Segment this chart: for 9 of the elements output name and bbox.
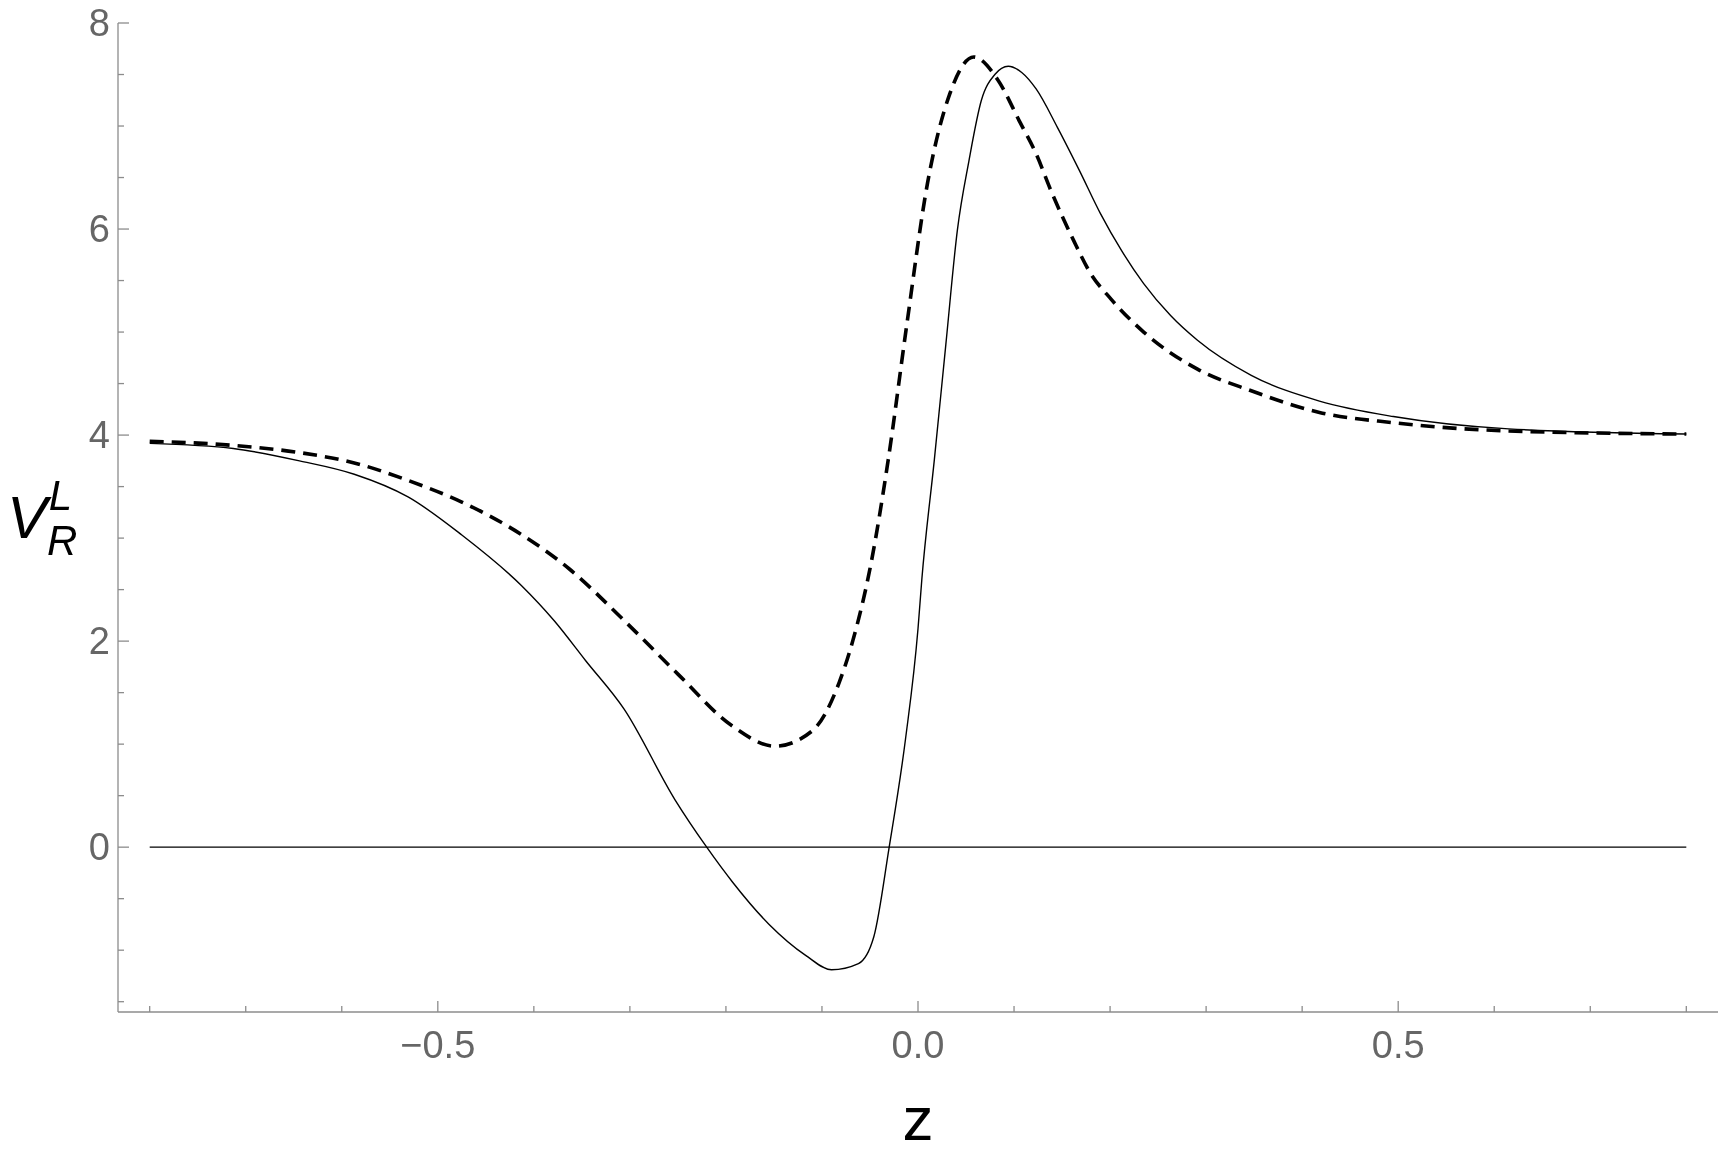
y-tick-label: 8: [88, 2, 110, 45]
y-tick-label: 0: [88, 826, 110, 869]
x-tick-label: 0.0: [891, 1024, 945, 1066]
y-tick-label: 6: [88, 208, 110, 251]
y-tick-label: 2: [88, 620, 110, 663]
x-tick-label: −0.5: [400, 1024, 476, 1066]
y-tick-label: 4: [88, 414, 110, 457]
x-tick-label: 0.5: [1371, 1024, 1425, 1066]
x-axis-title: z: [902, 1084, 934, 1153]
